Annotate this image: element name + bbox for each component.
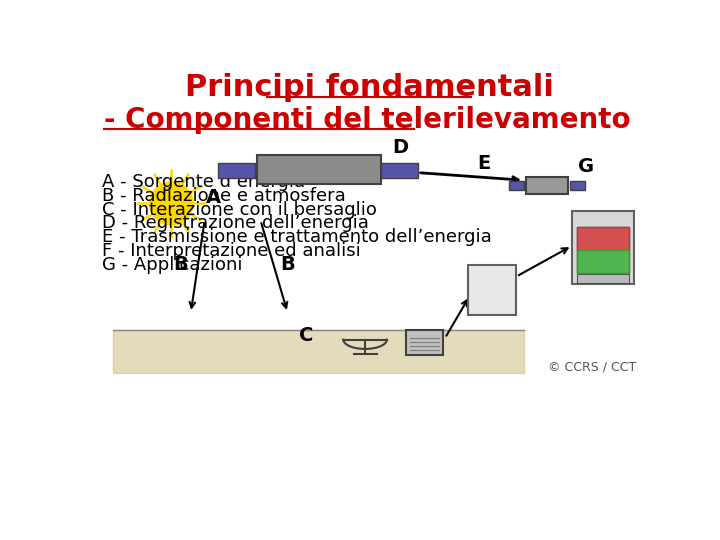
FancyBboxPatch shape <box>406 330 444 355</box>
Text: B - Radiazione e atmosfera: B - Radiazione e atmosfera <box>102 187 346 205</box>
Text: D - Registrazione dell’energia: D - Registrazione dell’energia <box>102 214 369 232</box>
Text: B: B <box>280 255 294 274</box>
FancyBboxPatch shape <box>381 163 418 178</box>
Polygon shape <box>113 330 524 373</box>
FancyBboxPatch shape <box>526 177 568 194</box>
FancyBboxPatch shape <box>570 181 585 190</box>
FancyBboxPatch shape <box>468 265 516 315</box>
Text: E: E <box>477 154 491 173</box>
Text: - Componenti del telerilevamento: - Componenti del telerilevamento <box>104 106 631 134</box>
Text: A: A <box>206 188 221 207</box>
Text: © CCRS / CCT: © CCRS / CCT <box>548 360 636 373</box>
Text: Principi fondamentali: Principi fondamentali <box>184 73 554 103</box>
FancyBboxPatch shape <box>577 226 629 273</box>
Text: F - Interpretazione ed analisi: F - Interpretazione ed analisi <box>102 242 361 260</box>
Text: D: D <box>392 138 408 158</box>
Text: C - Interazione con il bersaglio: C - Interazione con il bersaglio <box>102 200 377 219</box>
Text: C: C <box>300 326 314 346</box>
FancyBboxPatch shape <box>256 155 381 184</box>
FancyBboxPatch shape <box>572 211 634 284</box>
Polygon shape <box>577 226 629 249</box>
Text: G - Applicazioni: G - Applicazioni <box>102 256 242 274</box>
Text: F: F <box>485 280 499 299</box>
Text: E - Trasmissione e trattamento dell’energia: E - Trasmissione e trattamento dell’ener… <box>102 228 491 246</box>
Text: A - Sorgente d’energia: A - Sorgente d’energia <box>102 173 305 191</box>
Text: G: G <box>578 157 595 176</box>
Circle shape <box>150 182 193 225</box>
FancyBboxPatch shape <box>577 274 629 283</box>
Text: B: B <box>174 255 189 274</box>
FancyBboxPatch shape <box>508 181 524 190</box>
FancyBboxPatch shape <box>218 163 255 178</box>
Polygon shape <box>577 249 629 273</box>
